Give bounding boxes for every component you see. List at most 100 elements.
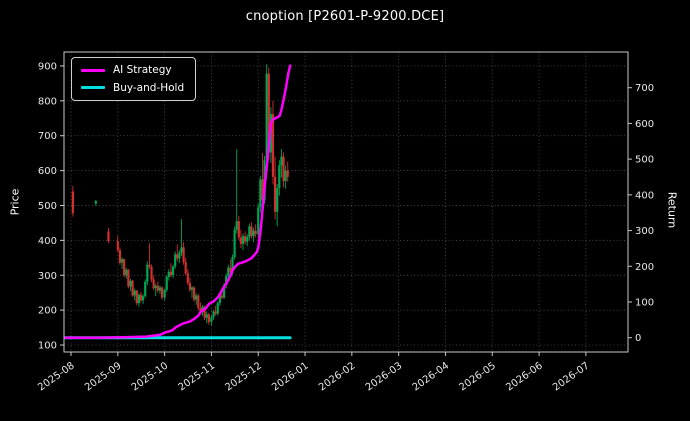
candle-body-up	[241, 236, 245, 244]
candle-body-up	[205, 314, 208, 318]
x-tick-label: 2026-01	[270, 360, 311, 393]
candle-body-down	[176, 254, 179, 259]
candle-body-down	[193, 287, 196, 300]
candle-body-up	[222, 285, 226, 298]
candle-body-down	[282, 156, 285, 182]
candle-body-up	[235, 221, 238, 230]
axes-frame	[63, 51, 629, 353]
candle-body-up	[233, 229, 236, 258]
candle-body-down	[254, 230, 257, 235]
x-tick-label: 2026-06	[504, 360, 545, 393]
candle-body-down	[244, 236, 247, 242]
candle-body-down	[148, 264, 151, 267]
candle-body-down	[188, 282, 192, 290]
candle-body-up	[144, 281, 147, 297]
x-tick-label: 2026-03	[364, 360, 405, 393]
candle-body-up	[216, 303, 219, 314]
candle-body-up	[265, 73, 268, 161]
x-tick-label: 2026-07	[551, 360, 592, 393]
candle-body-up	[227, 267, 230, 276]
candle-body-up	[195, 295, 198, 300]
left-tick-label: 300	[38, 271, 57, 282]
candle-body-down	[237, 221, 240, 238]
candle-body-down	[197, 295, 200, 309]
candle-body-down	[116, 241, 119, 251]
candle-body-up	[252, 230, 255, 237]
candle-body-down	[156, 285, 159, 291]
legend: AI Strategy Buy-and-Hold	[71, 57, 197, 101]
legend-label-buy-and-hold: Buy-and-Hold	[113, 81, 185, 94]
candle-body-up	[167, 271, 170, 277]
candle-body-down	[127, 269, 130, 287]
candle-body-down	[182, 247, 185, 262]
candle-body-up	[210, 317, 213, 322]
candle-body-down	[203, 306, 206, 318]
candle-body-down	[199, 308, 202, 312]
ai-strategy-line	[64, 64, 292, 339]
candle-body-up	[180, 247, 183, 253]
right-tick-label: 200	[635, 262, 654, 273]
x-tick-label: 2026-05	[457, 360, 498, 393]
candle-body-down	[250, 226, 253, 237]
right-tick-label: 600	[635, 119, 654, 130]
legend-item-ai-strategy: AI Strategy	[81, 65, 184, 76]
candle-body-up	[284, 170, 287, 182]
left-tick-label: 100	[38, 341, 57, 352]
candle-body-up	[278, 165, 281, 189]
left-tick-label: 900	[38, 61, 57, 72]
right-tick-label: 500	[635, 155, 654, 166]
ai-strategy-line-swatch	[81, 68, 105, 72]
left-tick-label: 600	[38, 166, 57, 177]
candle-body-up	[125, 269, 128, 276]
candle-body-down	[207, 314, 210, 322]
candle-body-down	[186, 273, 189, 283]
candle-body-up	[171, 266, 175, 276]
candle-body-up	[276, 188, 279, 212]
candle-body-up	[94, 200, 97, 204]
x-tick-label: 2025-08	[36, 360, 77, 393]
candle-body-up	[174, 254, 177, 267]
candle-body-down	[160, 287, 164, 298]
candle-body-down	[184, 262, 187, 274]
candle-body-down	[131, 280, 134, 296]
candle-body-down	[229, 267, 232, 273]
candle-body-up	[142, 296, 145, 301]
candle-body-up	[154, 285, 157, 289]
candle-body-up	[120, 259, 124, 263]
candle-body-up	[146, 264, 149, 282]
candle-body-up	[259, 179, 262, 208]
candle-body-down	[220, 295, 224, 298]
x-tick-label: 2025-10	[130, 360, 171, 393]
right-tick-label: 0	[635, 333, 641, 344]
right-tick-label: 300	[635, 226, 654, 237]
candle-body-down	[107, 231, 110, 242]
candle-body-up	[137, 294, 140, 304]
candle-body-up	[163, 289, 166, 298]
x-tick-label: 2025-12	[223, 360, 264, 393]
right-tick-label: 700	[635, 83, 654, 94]
left-tick-label: 800	[38, 96, 57, 107]
candle-body-up	[178, 252, 181, 259]
legend-item-buy-and-hold: Buy-and-Hold	[81, 81, 185, 94]
candle-body-down	[214, 311, 217, 314]
right-tick-label: 400	[635, 190, 654, 201]
candle-body-down	[267, 73, 270, 153]
candle-body-up	[165, 277, 168, 290]
candle-body-up	[158, 287, 162, 291]
left-tick-label: 400	[38, 236, 57, 247]
candle-body-down	[118, 250, 122, 263]
candle-body-up	[218, 295, 221, 304]
left-tick-label: 200	[38, 306, 57, 317]
candle-body-up	[190, 287, 194, 290]
candle-body-up	[280, 156, 283, 166]
candle-body-down	[286, 170, 289, 177]
x-tick-label: 2025-09	[83, 360, 124, 393]
legend-label-ai-strategy: AI Strategy	[113, 64, 172, 76]
candle-body-up	[133, 290, 136, 296]
candle-body-down	[261, 179, 264, 201]
candle-body-up	[231, 257, 234, 273]
chart-title: cnoption [P2601-P-9200.DCE]	[245, 9, 445, 24]
candle-body-down	[135, 290, 138, 304]
right-tick-label: 100	[635, 298, 654, 309]
